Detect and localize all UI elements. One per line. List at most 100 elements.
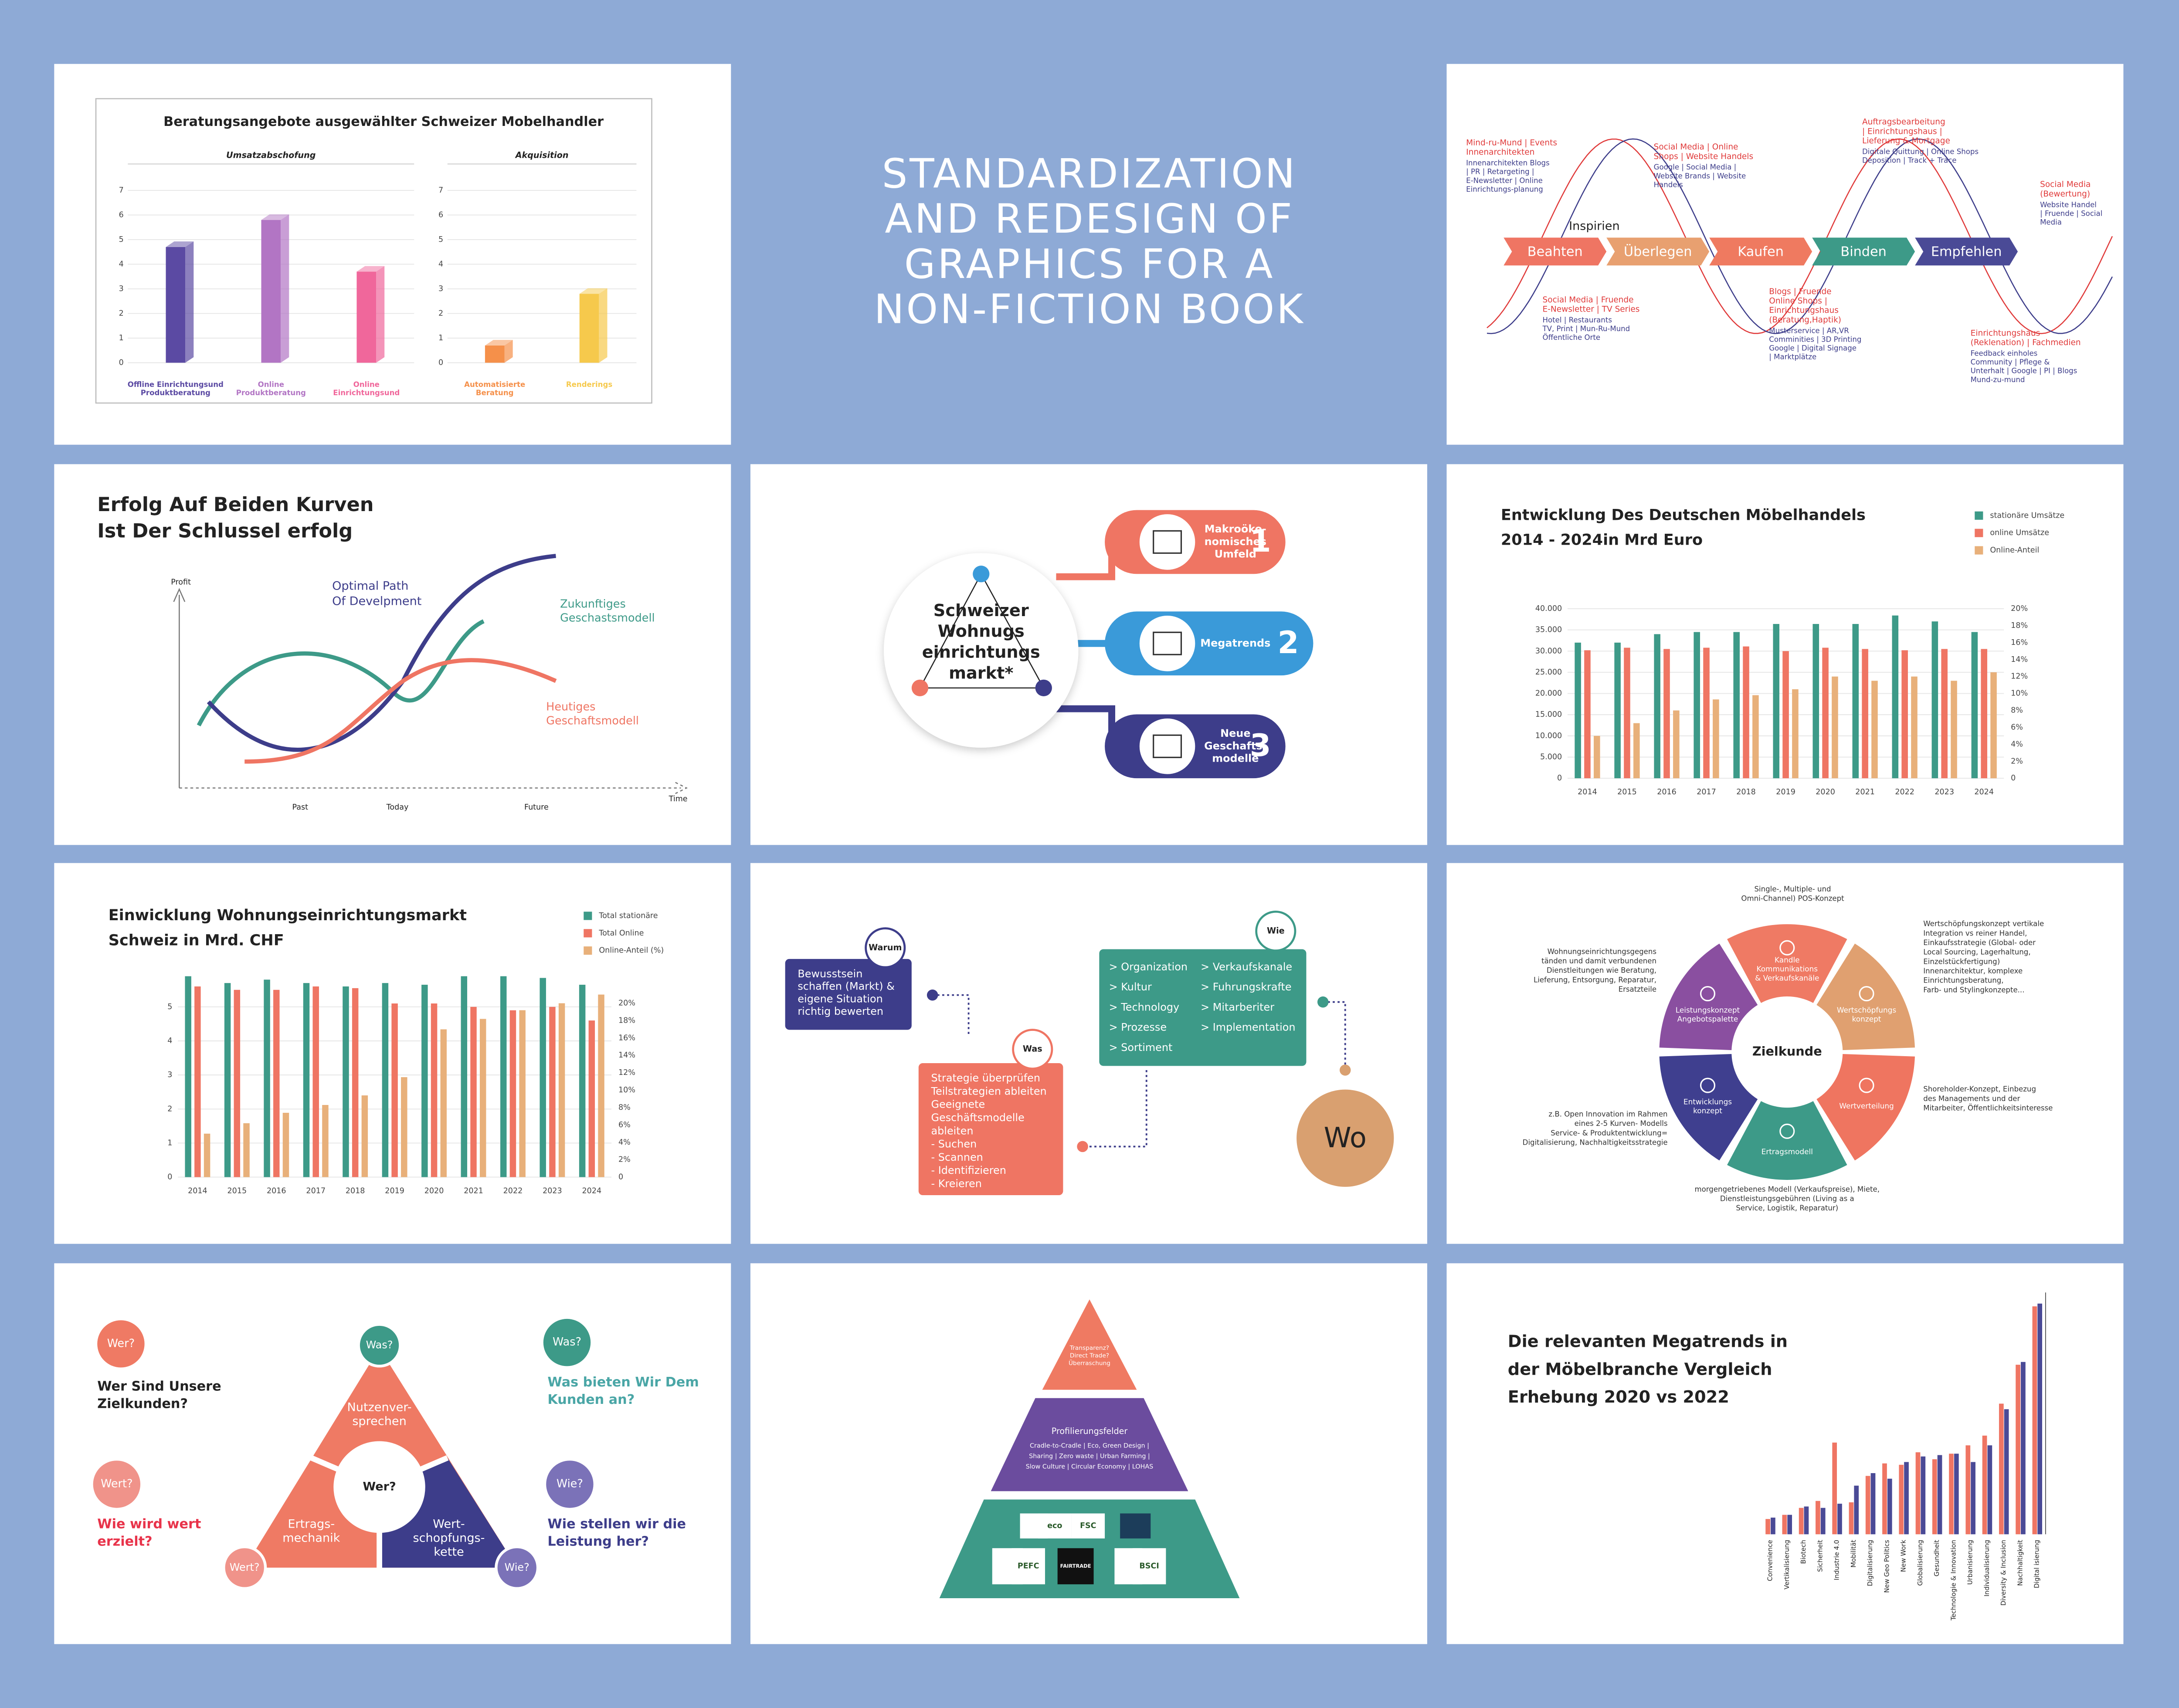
icon-circle <box>1137 511 1198 573</box>
tick-label: 14% <box>618 1051 635 1060</box>
label: Wer? <box>107 1337 135 1350</box>
tick-label: 15.000 <box>1535 710 1562 719</box>
headline: NON-FICTION BOOK <box>874 285 1305 332</box>
note-body: | PR | Retargeting | <box>1466 168 1534 176</box>
bar <box>343 986 349 1177</box>
x-tick-label: 2024 <box>1974 788 1994 796</box>
x-tick-label: Technologie & Innovation <box>1950 1540 1957 1621</box>
logo <box>1011 1548 1045 1585</box>
label: Wo <box>1324 1122 1367 1154</box>
legend-swatch <box>584 929 592 938</box>
bar <box>1871 681 1878 779</box>
icon <box>1859 1078 1874 1093</box>
x-tick-label: 2015 <box>1617 788 1637 796</box>
dot <box>927 989 938 1001</box>
logo-label: PEFC <box>1018 1562 1039 1571</box>
label: Geschaftsmodell <box>546 714 639 727</box>
x-tick-label: Automatisierte <box>464 380 525 389</box>
segment-label: & Verkaufskanäle <box>1755 973 1819 982</box>
bar <box>1937 1455 1942 1535</box>
x-tick-label: Produktberatung <box>141 389 210 397</box>
tick-label: 0 <box>119 358 124 367</box>
wo-circle <box>1297 1089 1394 1187</box>
tick-label: 4% <box>618 1138 631 1147</box>
bar <box>1921 1456 1926 1535</box>
note-heading: (Bewertung) <box>2040 190 2090 199</box>
bar <box>1981 649 1987 779</box>
note: z.B. Open Innovation im Rahmen <box>1548 1110 1667 1118</box>
note-body: Handels <box>1654 180 1683 189</box>
bar <box>1792 689 1799 779</box>
bar <box>1713 699 1719 779</box>
logo-label: BSCI <box>1139 1562 1159 1571</box>
badge <box>97 1320 145 1368</box>
item-label: Geschafts- <box>1204 740 1266 752</box>
axis <box>173 588 186 788</box>
label: Geeignete <box>931 1098 985 1111</box>
note: Service- & Produktentwicklung= <box>1551 1129 1667 1137</box>
tick-label: 5 <box>438 235 443 244</box>
note-heading: (Reklenation) | Fachmedien <box>1971 338 2081 347</box>
bar-top <box>166 241 194 247</box>
wheel-segment <box>1727 924 1847 1003</box>
tick-label: 14% <box>2011 655 2028 664</box>
headline: GRAPHICS FOR A <box>904 241 1275 288</box>
pyramid-top <box>1042 1299 1137 1390</box>
segment-label: Leistungskonzept <box>1676 1006 1740 1014</box>
label: Profit <box>171 578 191 586</box>
bar <box>421 985 428 1177</box>
bar <box>261 220 281 363</box>
tick-label: 12% <box>618 1068 635 1077</box>
bar-side <box>281 214 289 363</box>
note: Wohnungseinrichtungsgegens <box>1548 947 1656 956</box>
stage-label: Kaufen <box>1738 244 1784 259</box>
bar <box>1887 1478 1892 1535</box>
label: > Technology <box>1109 1001 1180 1013</box>
label: Strategie überprüfen <box>931 1072 1040 1084</box>
x-tick-label: 2022 <box>503 1186 523 1195</box>
legend-swatch <box>1975 511 1983 520</box>
bar <box>1799 1508 1804 1535</box>
step-box <box>1099 949 1307 1066</box>
question: Was bieten Wir Dem <box>547 1375 699 1390</box>
label: Wert- <box>433 1517 465 1531</box>
bar <box>1951 681 1957 779</box>
label: Bewusstsein <box>798 968 862 980</box>
icon <box>1859 986 1874 1002</box>
logo-label: FSC <box>1080 1522 1096 1530</box>
x-tick-label: Einrichtungsund <box>333 389 400 397</box>
x-tick-label: 2016 <box>267 1186 286 1195</box>
bar <box>1837 1504 1842 1535</box>
bar <box>1743 646 1749 779</box>
x-tick-label: 2018 <box>346 1186 365 1195</box>
bar <box>1771 1518 1775 1535</box>
tick-label: 0 <box>1557 774 1562 783</box>
tick-label: 3 <box>167 1071 172 1079</box>
icon <box>1700 1078 1716 1093</box>
note-body: | Fruende | Social <box>2040 209 2102 217</box>
note-body: Einrichtungs-planung <box>1466 185 1543 193</box>
icon <box>1153 631 1182 655</box>
item-label: Megatrends <box>1200 637 1270 649</box>
question: Wer Sind Unsere <box>97 1379 221 1394</box>
bar <box>1584 650 1591 779</box>
label: Zukunftiges <box>560 597 626 610</box>
stage-label: Binden <box>1840 244 1886 259</box>
tick-label: 18% <box>2011 621 2028 630</box>
segment-label: Kommunikations <box>1756 965 1818 973</box>
bar <box>1990 672 1997 779</box>
item-number: 3 <box>1250 728 1271 763</box>
legend-swatch <box>1975 546 1983 555</box>
tick-label: 12% <box>2011 672 2028 681</box>
bar <box>479 1019 486 1177</box>
bar <box>361 1095 368 1177</box>
panel <box>54 464 731 845</box>
headline: AND REDESIGN OF <box>885 195 1294 242</box>
wheel-segment <box>1816 943 1915 1051</box>
step-box <box>918 1063 1063 1196</box>
note-heading: Einrichtungshaus <box>1971 329 2040 338</box>
panel-title: Erfolg Auf Beiden Kurven <box>97 493 373 516</box>
note: tänden und damit verbundenen <box>1541 957 1656 965</box>
center-circle <box>333 1441 425 1533</box>
label: Transparenz? <box>1069 1345 1109 1352</box>
